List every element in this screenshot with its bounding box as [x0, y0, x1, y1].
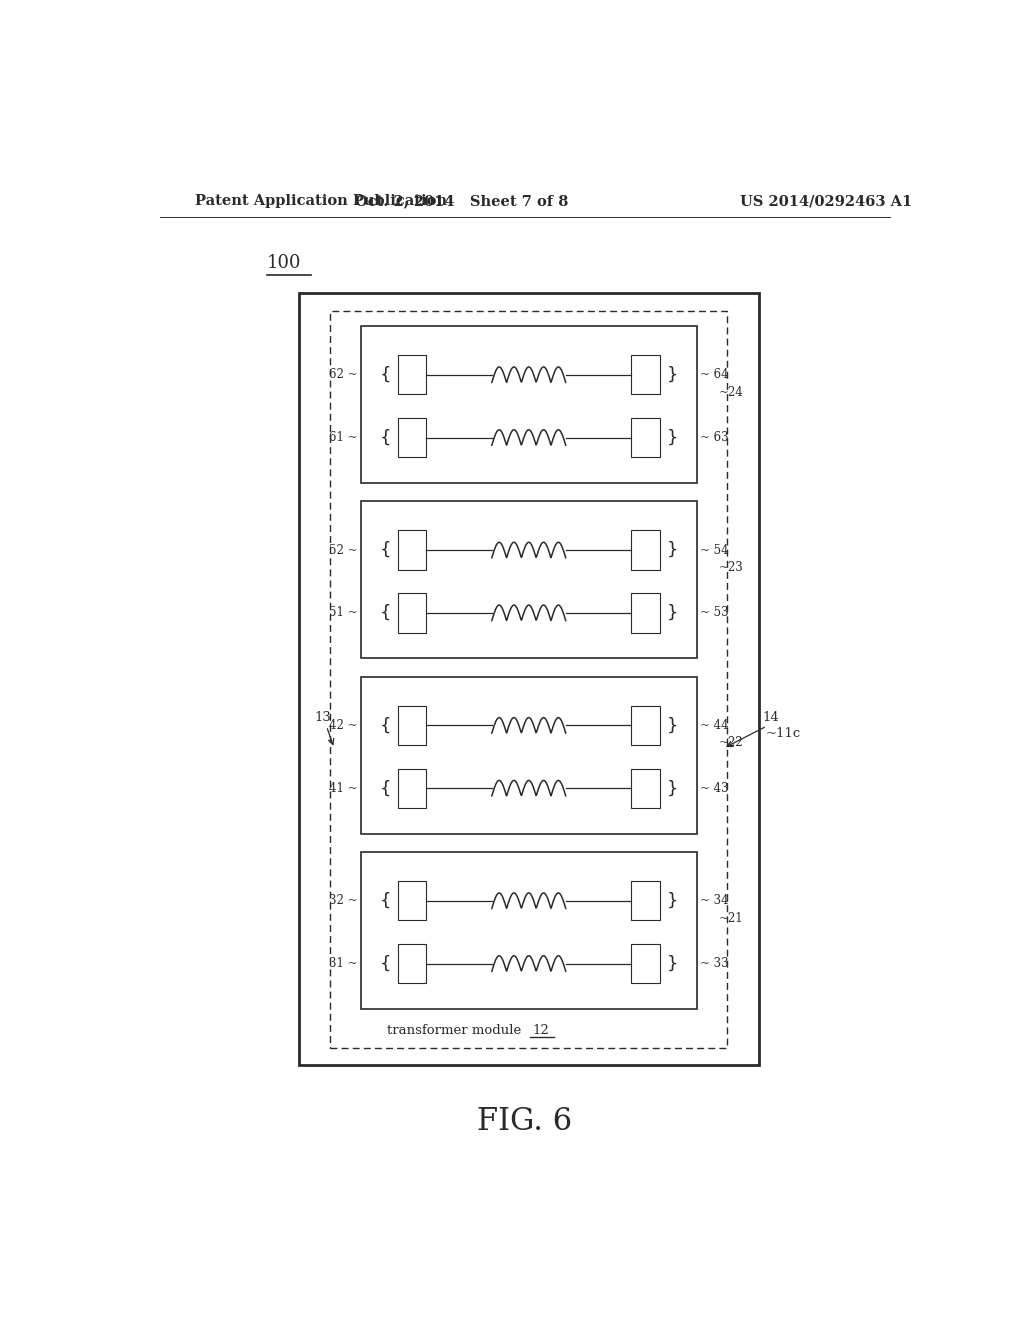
Text: ~ 34: ~ 34	[700, 894, 729, 907]
Text: ~ 44: ~ 44	[700, 719, 729, 733]
Bar	[397, 944, 426, 983]
Text: ~ 63: ~ 63	[700, 432, 729, 444]
Text: 61 ~: 61 ~	[329, 432, 357, 444]
Bar	[632, 355, 660, 395]
Text: ~ 43: ~ 43	[700, 781, 729, 795]
Bar	[632, 531, 660, 570]
Bar	[632, 882, 660, 920]
Bar	[632, 768, 660, 808]
Text: }: }	[667, 954, 678, 973]
Text: 100: 100	[267, 255, 301, 272]
Text: 42 ~: 42 ~	[329, 719, 357, 733]
Text: 41 ~: 41 ~	[329, 781, 357, 795]
Text: ~11c: ~11c	[765, 727, 801, 739]
Bar	[360, 853, 697, 1008]
Text: ~ 53: ~ 53	[700, 606, 729, 619]
Text: {: {	[380, 892, 391, 909]
Bar	[397, 882, 426, 920]
Bar	[632, 418, 660, 457]
Bar	[360, 502, 697, 659]
Text: ~24: ~24	[719, 385, 744, 399]
Bar	[360, 677, 697, 834]
Bar	[397, 768, 426, 808]
Bar	[632, 706, 660, 744]
Text: ~21: ~21	[719, 912, 743, 924]
Text: 14: 14	[763, 711, 779, 725]
Text: Patent Application Publication: Patent Application Publication	[196, 194, 447, 209]
Bar	[397, 355, 426, 395]
Text: 32 ~: 32 ~	[329, 894, 357, 907]
Text: 52 ~: 52 ~	[329, 544, 357, 557]
Text: {: {	[380, 541, 391, 560]
Bar	[360, 326, 697, 483]
Text: }: }	[667, 605, 678, 622]
Text: 62 ~: 62 ~	[329, 368, 357, 381]
Bar	[632, 944, 660, 983]
Text: }: }	[667, 541, 678, 560]
Bar	[397, 706, 426, 744]
Text: }: }	[667, 779, 678, 797]
Text: ~ 64: ~ 64	[700, 368, 729, 381]
Text: FIG. 6: FIG. 6	[477, 1106, 572, 1138]
Text: {: {	[380, 717, 391, 734]
Bar	[331, 312, 727, 1048]
Text: Oct. 2, 2014   Sheet 7 of 8: Oct. 2, 2014 Sheet 7 of 8	[354, 194, 568, 209]
Bar	[397, 418, 426, 457]
Text: 12: 12	[532, 1024, 550, 1038]
Text: ~23: ~23	[719, 561, 744, 574]
Bar	[632, 593, 660, 632]
Text: {: {	[380, 779, 391, 797]
Text: {: {	[380, 429, 391, 446]
Text: }: }	[667, 429, 678, 446]
Text: 13: 13	[314, 711, 331, 725]
Text: {: {	[380, 954, 391, 973]
Text: }: }	[667, 366, 678, 384]
Text: 31 ~: 31 ~	[329, 957, 357, 970]
Text: }: }	[667, 717, 678, 734]
Text: ~ 54: ~ 54	[700, 544, 729, 557]
Text: US 2014/0292463 A1: US 2014/0292463 A1	[740, 194, 912, 209]
Text: 51 ~: 51 ~	[329, 606, 357, 619]
Bar	[299, 293, 759, 1065]
Bar	[397, 593, 426, 632]
Text: ~22: ~22	[719, 737, 743, 750]
Text: {: {	[380, 605, 391, 622]
Text: {: {	[380, 366, 391, 384]
Text: ~ 33: ~ 33	[700, 957, 729, 970]
Bar	[397, 531, 426, 570]
Text: transformer module: transformer module	[387, 1024, 521, 1038]
Text: }: }	[667, 892, 678, 909]
